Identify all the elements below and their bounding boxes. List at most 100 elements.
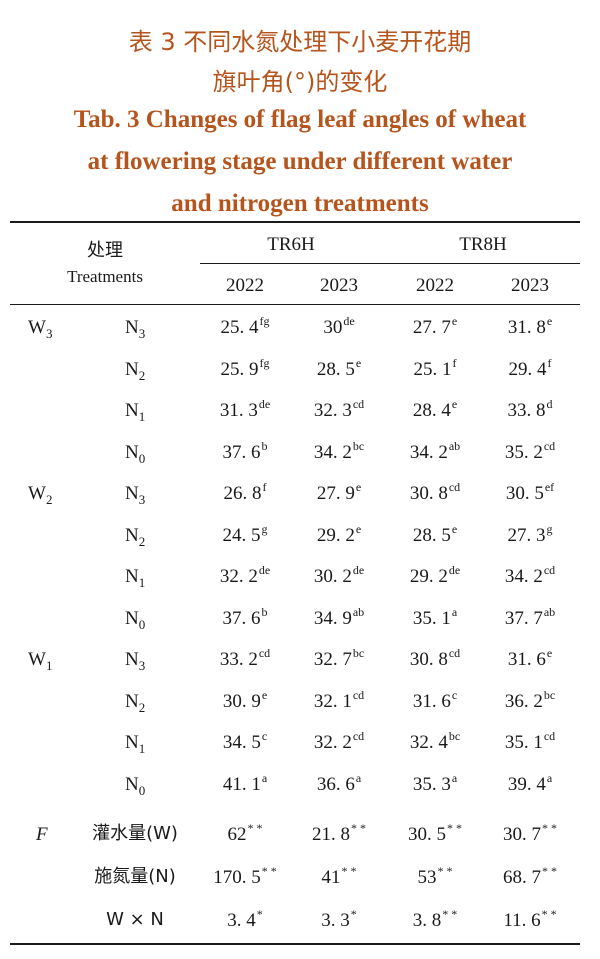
water-level-label: W3 <box>28 317 52 340</box>
data-cell: 27. 7e <box>412 315 457 338</box>
cell-value: 32. 4 <box>409 732 448 753</box>
cell-value: 25. 1 <box>413 358 452 380</box>
cell-value: 37. 7 <box>504 607 543 629</box>
significance-letter: f <box>547 355 552 370</box>
data-cell: 32. 7bc <box>313 647 364 670</box>
data-cell: 29. 2de <box>410 564 460 586</box>
significance-letter: e <box>355 355 362 370</box>
data-cell: 34. 9ab <box>314 606 364 628</box>
cell-value: 30. 8 <box>409 483 448 504</box>
data-cell: 25. 1f <box>413 357 457 380</box>
nitrogen-level-subscript: 3 <box>138 658 146 673</box>
data-cell: 34. 5c <box>223 730 267 752</box>
caption-cn-line2: 旗叶角(°)的变化 <box>212 68 388 96</box>
nitrogen-level-subscript: 0 <box>138 450 146 466</box>
significance-letter: f <box>452 355 457 370</box>
f-value: 3. 4 <box>227 910 256 931</box>
f-significance-stars: * * <box>341 864 357 878</box>
data-cell: 33. 2cd <box>220 647 270 669</box>
group-header-rule <box>200 263 580 264</box>
cell-value: 30. 8 <box>409 649 448 670</box>
water-level-subscript: 2 <box>45 492 53 507</box>
significance-letter: bc <box>352 438 365 453</box>
data-cell: 28. 5e <box>316 357 361 380</box>
header-treatment-en: Treatments <box>67 267 143 286</box>
nitrogen-level-label: N2 <box>125 692 145 714</box>
significance-letter: f <box>262 480 267 494</box>
nitrogen-level-label: N3 <box>125 484 145 506</box>
data-cell: 33. 8d <box>508 398 553 420</box>
nitrogen-level-label: N2 <box>125 360 145 382</box>
cell-value: 35. 2 <box>504 441 543 463</box>
header-bottom-rule <box>10 304 580 305</box>
factor-label: 施氮量(N) <box>94 868 176 886</box>
header-year: 2022 <box>226 275 264 296</box>
nitrogen-level-label: N0 <box>125 775 145 797</box>
f-significance-stars: * <box>350 907 357 921</box>
f-significance-stars: * * <box>247 821 263 835</box>
significance-letter: a <box>261 770 268 785</box>
nitrogen-level-letter: N <box>125 607 139 629</box>
data-cell: 30. 5ef <box>506 481 554 503</box>
significance-letter: cd <box>258 646 271 660</box>
significance-letter: cd <box>543 438 556 453</box>
cell-value: 31. 6 <box>507 649 546 670</box>
factor-name: 灌水量(W) <box>92 823 178 844</box>
data-cell: 36. 2bc <box>504 689 555 712</box>
cell-value: 27. 7 <box>412 317 451 338</box>
f-value-cell: 170. 5* * <box>213 865 277 887</box>
nitrogen-level-label: N3 <box>125 650 145 672</box>
nitrogen-level-letter: N <box>125 317 139 338</box>
significance-letter: e <box>261 687 268 702</box>
cell-value: 32. 1 <box>313 690 352 712</box>
significance-letter: d <box>546 397 553 411</box>
nitrogen-level-subscript: 1 <box>138 575 146 590</box>
significance-letter: a <box>355 770 362 785</box>
cell-value: 31. 8 <box>507 317 546 338</box>
data-cell: 34. 2bc <box>313 440 364 463</box>
significance-letter: bc <box>352 646 365 660</box>
data-cell: 35. 3a <box>412 772 457 795</box>
cell-value: 34. 2 <box>313 441 352 463</box>
significance-letter: g <box>546 521 553 536</box>
data-cell: 29. 4f <box>508 357 552 380</box>
cell-value: 24. 5 <box>222 524 261 546</box>
caption-en-line1: Tab. 3 Changes of flag leaf angles of wh… <box>73 106 527 133</box>
factor-name: W × N <box>106 909 164 930</box>
water-level-letter: W <box>28 317 46 338</box>
factor-label: W × N <box>106 911 164 929</box>
nitrogen-level-subscript: 3 <box>138 326 146 341</box>
significance-letter: de <box>258 563 271 577</box>
caption-en-line2: at flowering stage under different water <box>87 148 513 175</box>
f-significance-stars: * * <box>541 907 557 921</box>
header-year: 2022 <box>416 275 454 296</box>
data-cell: 25. 4fg <box>221 315 270 337</box>
f-value-cell: 30. 5* * <box>408 822 462 844</box>
water-level-letter: W <box>28 483 46 504</box>
nitrogen-level-letter: N <box>125 400 139 421</box>
cell-value: 29. 4 <box>508 358 547 380</box>
data-cell: 25. 9fg <box>221 357 270 379</box>
data-cell: 37. 6b <box>223 440 268 462</box>
cell-value: 37. 6 <box>222 607 261 629</box>
f-significance-stars: * * <box>542 821 557 835</box>
f-value-cell: 41* * <box>322 865 357 887</box>
water-level-label: W2 <box>28 483 52 506</box>
cell-value: 32. 7 <box>313 649 352 670</box>
f-significance-stars: * * <box>437 864 453 878</box>
cell-value: 26. 8 <box>223 483 262 504</box>
cell-value: 36. 2 <box>504 690 543 712</box>
f-value: 3. 8 <box>412 910 442 931</box>
significance-letter: cd <box>352 397 365 411</box>
significance-letter: g <box>261 521 268 536</box>
data-cell: 31. 8e <box>507 315 552 338</box>
cell-value: 35. 3 <box>412 773 451 795</box>
nitrogen-level-label: N0 <box>125 443 145 465</box>
cell-value: 28. 5 <box>316 358 355 380</box>
cell-value: 28. 4 <box>412 400 451 421</box>
data-cell: 37. 6b <box>222 606 268 629</box>
significance-letter: e <box>451 397 458 411</box>
significance-letter: e <box>451 521 458 536</box>
data-cell: 27. 3g <box>508 523 553 545</box>
significance-letter: ab <box>448 438 461 453</box>
